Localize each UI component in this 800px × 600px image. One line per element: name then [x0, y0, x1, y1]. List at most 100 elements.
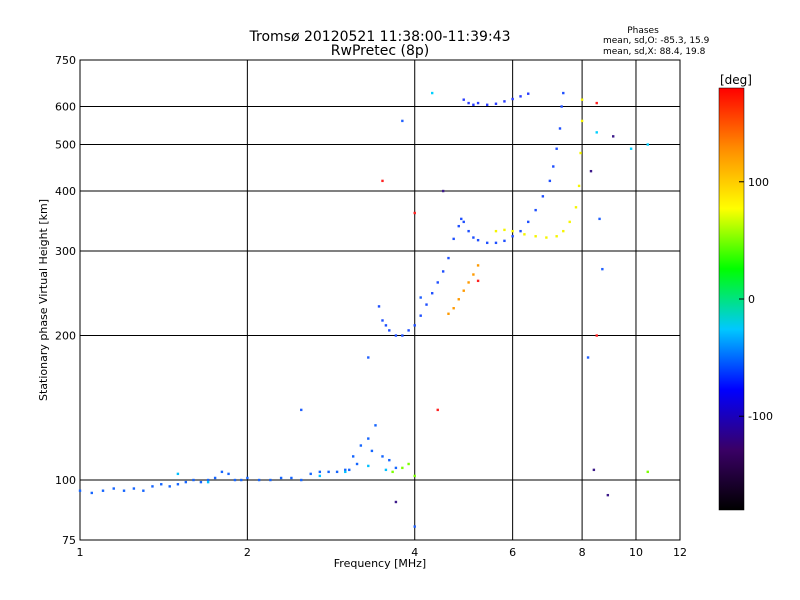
data-point — [381, 179, 384, 183]
data-point — [220, 470, 224, 474]
data-point — [534, 208, 537, 212]
chart-subtitle: RwPretec (8p) — [331, 43, 429, 59]
colorbar-unit: [deg] — [720, 73, 752, 87]
colorbar-tick-label: 0 — [748, 293, 755, 306]
data-point — [476, 101, 480, 105]
data-point — [580, 98, 584, 101]
phases-heading: Phases — [627, 26, 659, 36]
y-tick-label: 75 — [62, 534, 76, 547]
data-point — [476, 279, 480, 283]
data-point — [462, 98, 465, 101]
data-point — [462, 220, 465, 224]
data-point — [430, 292, 434, 295]
data-point — [176, 472, 180, 476]
data-point — [192, 478, 195, 482]
data-point — [589, 169, 593, 173]
data-point — [519, 95, 522, 98]
data-point — [122, 489, 126, 492]
data-point — [646, 143, 649, 146]
x-axis-label: Frequency [MHz] — [334, 557, 426, 570]
data-point — [503, 228, 506, 232]
y-tick-label: 500 — [55, 139, 76, 152]
data-point — [629, 147, 633, 150]
data-point — [562, 229, 565, 233]
data-point — [401, 119, 404, 123]
data-point — [101, 489, 105, 492]
data-point — [579, 151, 582, 155]
data-point — [407, 329, 410, 332]
data-point — [384, 324, 388, 327]
data-point — [355, 462, 359, 466]
data-point — [601, 267, 604, 271]
data-point — [206, 480, 210, 484]
data-point — [555, 147, 558, 150]
data-point — [436, 408, 439, 412]
data-point — [472, 103, 475, 106]
y-tick-label: 300 — [55, 245, 76, 258]
data-point — [132, 487, 136, 490]
data-point — [457, 224, 460, 228]
data-point — [436, 281, 439, 284]
data-point — [452, 237, 455, 241]
data-point — [309, 472, 312, 476]
data-point — [595, 131, 598, 134]
data-point — [112, 487, 115, 490]
data-point — [367, 356, 370, 359]
data-point — [335, 470, 339, 474]
phases-mean-x: mean, sd,X: 88.4, 19.8 — [603, 47, 706, 57]
data-point — [562, 91, 565, 95]
data-point — [574, 206, 578, 209]
data-point — [555, 235, 558, 238]
plot-frame — [79, 59, 681, 541]
data-point — [168, 485, 171, 488]
data-point — [233, 478, 237, 482]
data-point — [494, 241, 498, 245]
data-point — [560, 105, 563, 108]
data-point — [388, 458, 391, 462]
data-point — [462, 289, 465, 292]
data-point — [290, 476, 293, 480]
data-point — [646, 470, 649, 474]
data-point — [142, 489, 145, 492]
data-point — [425, 303, 428, 306]
x-tick-label: 4 — [411, 546, 418, 559]
data-point — [176, 483, 180, 486]
data-point — [460, 217, 463, 221]
data-point — [401, 466, 404, 470]
data-point — [580, 119, 584, 123]
y-tick-label: 100 — [55, 474, 76, 487]
data-point — [541, 195, 545, 198]
data-point — [447, 256, 450, 260]
data-point — [577, 184, 581, 188]
x-tick-label: 1 — [77, 546, 84, 559]
data-points — [78, 91, 649, 528]
y-tick-label: 600 — [55, 101, 76, 114]
data-point — [151, 485, 154, 488]
data-point — [90, 491, 93, 495]
data-point — [511, 235, 514, 238]
data-point — [318, 470, 322, 474]
data-point — [394, 500, 398, 504]
x-tick-label: 12 — [673, 546, 687, 559]
chart-title: Tromsø 20120521 11:38:00-11:39:43 — [249, 29, 511, 45]
data-point — [344, 468, 347, 472]
colorbar-tick-label: 100 — [748, 176, 769, 189]
data-point — [374, 424, 377, 427]
data-point — [545, 236, 548, 239]
data-point — [367, 437, 370, 440]
data-point — [344, 470, 347, 474]
y-tick-label: 400 — [55, 185, 76, 198]
data-point — [413, 474, 416, 478]
data-point — [184, 480, 188, 484]
data-point — [300, 408, 303, 412]
x-axis-ticks: 1 2 4 6 8 10 12 — [77, 546, 688, 559]
data-point — [279, 476, 283, 480]
data-point — [327, 470, 330, 474]
data-point — [472, 273, 475, 276]
phases-mean-o: mean, sd,O: -85.3, 15.9 — [603, 36, 710, 46]
data-point — [558, 127, 562, 130]
data-point — [318, 474, 322, 478]
data-point — [606, 493, 610, 497]
data-point — [394, 334, 398, 337]
